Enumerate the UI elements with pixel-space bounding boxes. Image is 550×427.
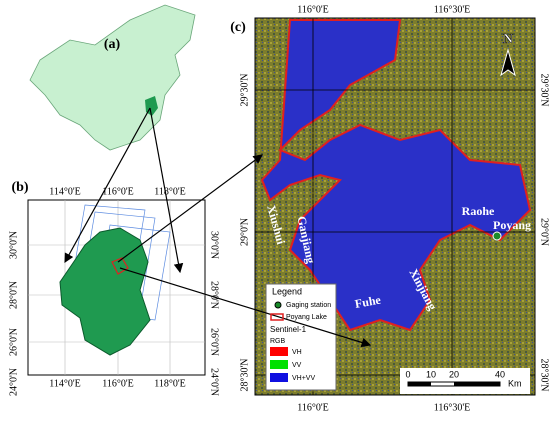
tick-label: 30°0'N xyxy=(8,231,19,259)
scale-label: 10 xyxy=(426,369,436,379)
place-label: Raohe xyxy=(462,204,495,218)
tick-label: 28°0'N xyxy=(209,281,220,309)
legend-title: Legend xyxy=(272,286,302,296)
scale-seg xyxy=(408,382,431,386)
tick-label: 116°30'E xyxy=(434,4,471,15)
scale-label: 0 xyxy=(405,369,410,379)
tick-label: 29°30'N xyxy=(239,73,250,106)
tick-label: 116°0'E xyxy=(297,402,329,413)
scale-label: 40 xyxy=(495,369,505,379)
arrows xyxy=(64,107,372,348)
tick-label: 26°0'N xyxy=(209,328,220,356)
place-label: Poyang xyxy=(493,218,531,232)
legend-item: Poyang Lake xyxy=(286,314,327,321)
tick-label: 28°0'N xyxy=(8,281,19,309)
north-label: N xyxy=(503,32,513,47)
tick-label: 30°0'N xyxy=(209,231,220,259)
scale-label: 20 xyxy=(449,369,459,379)
legend-station xyxy=(274,301,282,309)
tick-label: 24°0'N xyxy=(8,368,19,396)
legend-swatch xyxy=(270,373,288,382)
tick-label: 116°0'E xyxy=(102,186,134,197)
panel-label: (a) xyxy=(104,37,121,52)
tick-label: 28°30'N xyxy=(539,358,550,391)
tick-label: 29°30'N xyxy=(539,73,550,106)
jiangxi-province xyxy=(59,227,151,356)
tick-label: 118°0'E xyxy=(154,186,186,197)
legend-sensor: Sentinel-1 xyxy=(270,325,307,334)
scale-unit: Km xyxy=(508,378,522,388)
tick-label: 116°0'E xyxy=(297,4,329,15)
north-arrow xyxy=(500,48,516,77)
legend-composite: RGB xyxy=(270,338,286,345)
tick-label: 29°0'N xyxy=(239,218,250,246)
tick-label: 114°0'E xyxy=(49,378,81,389)
legend-swatch xyxy=(270,360,288,369)
tick-label: 28°30'N xyxy=(239,358,250,391)
scale-box xyxy=(400,368,530,394)
tick-label: 118°0'E xyxy=(154,378,186,389)
tick-label: 114°0'E xyxy=(49,186,81,197)
panel-label: (c) xyxy=(230,20,246,35)
tick-label: 29°0'N xyxy=(539,218,550,246)
china-map xyxy=(29,4,196,151)
poyang-lake xyxy=(260,19,532,332)
tick-label: 26°0'N xyxy=(8,328,19,356)
legend-item: VH xyxy=(292,349,302,356)
gaging-station xyxy=(492,231,502,241)
panel-c-frame xyxy=(254,17,536,396)
legend-swatch xyxy=(270,347,288,356)
lake-outline-b xyxy=(111,257,129,275)
place-label: Fuhe xyxy=(354,293,383,311)
tick-label: 116°30'E xyxy=(434,402,471,413)
legend-lake xyxy=(270,313,284,321)
legend-item: Gaging station xyxy=(286,302,331,309)
tick-label: 116°0'E xyxy=(102,378,134,389)
legend-item: VV xyxy=(292,362,302,369)
panel-label: (b) xyxy=(11,180,28,195)
scale-seg xyxy=(454,382,500,386)
legend-item: VH+VV xyxy=(292,375,315,382)
tick-label: 24°0'N xyxy=(209,368,220,396)
